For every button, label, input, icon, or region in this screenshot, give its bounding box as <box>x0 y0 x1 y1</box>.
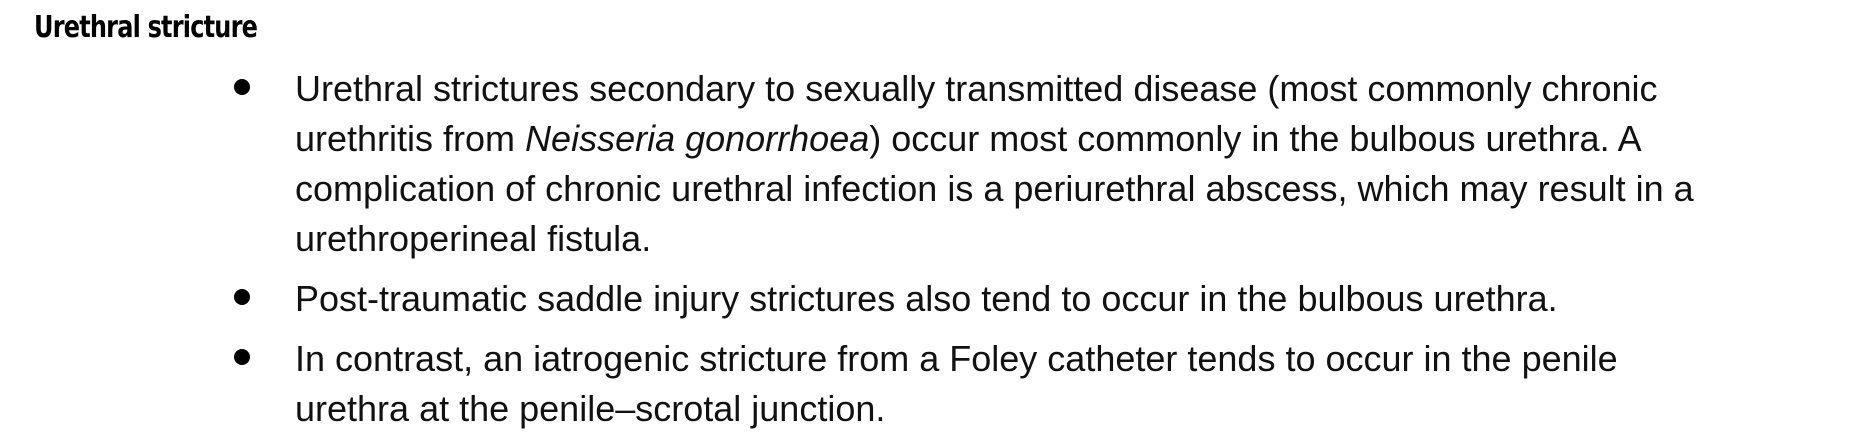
bullet-icon <box>234 79 250 95</box>
bullet-text-part: Urethral strictures secondary to sexuall… <box>295 68 1658 159</box>
bullet-item-iatrogenic-stricture: In contrast, an iatrogenic stricture fro… <box>0 334 1735 434</box>
organism-name: Neisseria gonorrhoea <box>525 118 870 159</box>
bullet-item-traumatic-strictures: Post-traumatic saddle injury strictures … <box>0 274 1735 324</box>
bullet-icon <box>234 289 250 305</box>
bullet-list: Urethral strictures secondary to sexuall… <box>0 64 1860 444</box>
section-heading: Urethral stricture <box>34 10 258 45</box>
bullet-icon <box>234 349 250 365</box>
bullet-item-std-strictures: Urethral strictures secondary to sexuall… <box>0 64 1735 264</box>
bullet-text: Urethral strictures secondary to sexuall… <box>295 64 1735 264</box>
bullet-text: Post-traumatic saddle injury strictures … <box>295 278 1558 319</box>
bullet-text-part: ) occur most commonly in the bulbous ure… <box>295 118 1694 259</box>
bullet-text: In contrast, an iatrogenic stricture fro… <box>295 338 1618 429</box>
